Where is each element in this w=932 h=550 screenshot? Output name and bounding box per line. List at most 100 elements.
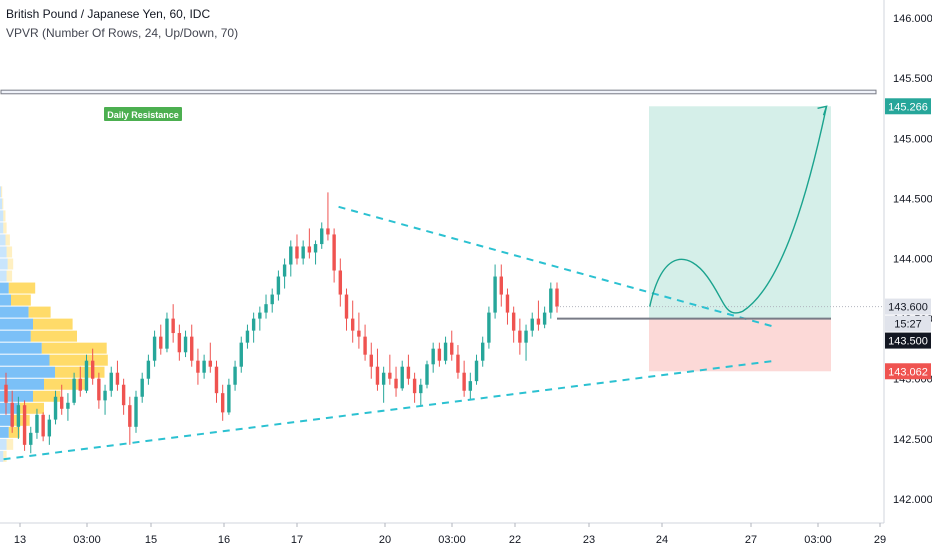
vpvr-down-bar-4 [5, 234, 10, 246]
vpvr-up-bar-20 [0, 426, 9, 438]
vpvr-down-bar-19 [13, 414, 30, 426]
vpvr-down-bar-12 [30, 330, 77, 342]
candle-body [177, 333, 182, 353]
candle-body [47, 419, 52, 437]
y-tick-label: 146.000 [893, 13, 932, 25]
candle-61 [381, 366, 386, 403]
candle-body [289, 246, 293, 265]
candle-body [115, 372, 120, 385]
candle-body [146, 360, 151, 379]
candle-25 [159, 324, 163, 355]
candle-89 [555, 282, 559, 313]
candle-5 [35, 408, 39, 439]
vpvr-down-bar-21 [6, 438, 14, 450]
candle-body [326, 228, 330, 235]
vpvr-up-bar-3 [0, 222, 4, 234]
candle-body [134, 396, 138, 427]
candle-body [505, 294, 510, 313]
vpvr-up-bar-19 [0, 414, 14, 426]
candle-65 [406, 354, 411, 385]
candle-body [159, 336, 163, 349]
price-tag-bg [885, 363, 931, 380]
vpvr-down-bar-18 [19, 402, 44, 414]
resistance-band [0, 89, 877, 95]
candle-body [16, 405, 21, 427]
candle-body [542, 312, 547, 325]
indicator-legend[interactable]: VPVR (Number Of Rows, 24, Up/Down, 70) [6, 26, 239, 40]
vpvr-up-bar-14 [0, 354, 50, 366]
candle-88 [549, 282, 553, 319]
price-tag-bg [885, 298, 931, 315]
candle-body [282, 264, 287, 277]
candle-32 [202, 354, 206, 379]
candle-49 [307, 228, 312, 259]
y-tick-label: 144.500 [893, 193, 932, 205]
resistance-label-text: Daily Resistance [107, 110, 179, 120]
candle-56 [350, 300, 355, 343]
candle-39 [245, 324, 250, 349]
candles [4, 192, 559, 454]
price-tag-label: 145.266 [888, 101, 928, 113]
vpvr-up-bar-10 [0, 306, 29, 318]
candle-body [35, 414, 39, 433]
candle-body [381, 372, 386, 385]
candle-20 [128, 396, 132, 445]
price-tag-bg [885, 332, 931, 349]
candle-body [103, 390, 107, 401]
x-tick-label: 27 [745, 534, 757, 546]
candle-body [4, 384, 8, 403]
candle-53 [332, 228, 336, 283]
vpvr-down-bar-7 [6, 270, 13, 282]
price-tag-gray: 15:27 [885, 315, 931, 332]
vpvr-down-bar-13 [41, 342, 107, 354]
x-tick-label: 17 [291, 534, 303, 546]
chart-title: British Pound / Japanese Yen, 60, IDC [6, 7, 211, 21]
candle-52 [326, 192, 330, 241]
candle-69 [431, 342, 435, 373]
candle-3 [22, 400, 27, 451]
candle-45 [282, 258, 287, 289]
candle-body [152, 336, 157, 361]
candle-body [511, 312, 516, 331]
candle-body [499, 276, 503, 295]
vpvr-up-bar-6 [0, 258, 8, 270]
candle-body [53, 396, 58, 420]
candle-body [264, 304, 268, 313]
candle-55 [344, 288, 349, 331]
y-tick-label: 145.500 [893, 73, 932, 85]
x-tick-label: 03:00 [438, 534, 466, 546]
candle-36 [227, 378, 231, 415]
candle-0 [4, 372, 8, 415]
candle-body [196, 360, 200, 373]
candle-50 [313, 240, 318, 265]
candle-body [208, 360, 213, 367]
candle-body [375, 366, 380, 385]
vpvr-up-bar-17 [0, 390, 33, 402]
x-tick-label: 16 [218, 534, 230, 546]
vpvr-up-bar-22 [0, 450, 4, 462]
x-tick-label: 22 [509, 534, 521, 546]
candle-body [202, 360, 206, 373]
candle-84 [524, 324, 528, 361]
vpvr-up-bar-21 [0, 438, 7, 450]
candle-body [394, 378, 398, 389]
vpvr-down-bar-5 [6, 246, 13, 258]
vpvr-up-bar-5 [0, 246, 7, 258]
candle-body [400, 366, 404, 389]
candle-67 [419, 378, 423, 406]
candle-body [456, 354, 460, 373]
candle-31 [196, 348, 200, 385]
candle-body [239, 342, 243, 367]
y-tick-label: 145.000 [893, 133, 932, 145]
candle-12 [78, 366, 82, 397]
x-tick-label: 03:00 [73, 534, 101, 546]
candle-54 [338, 258, 343, 307]
candle-64 [400, 360, 404, 391]
candle-body [474, 360, 479, 382]
candle-body [109, 372, 113, 391]
vpvr-down-bar-14 [49, 354, 108, 366]
candle-body [90, 360, 95, 379]
candle-6 [41, 412, 45, 442]
